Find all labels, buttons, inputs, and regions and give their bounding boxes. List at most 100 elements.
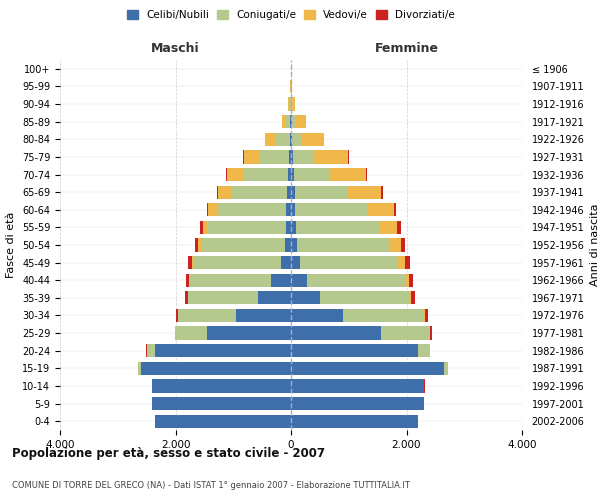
Text: Maschi: Maschi — [151, 42, 200, 54]
Bar — [289, 150, 291, 164]
Bar — [320, 291, 409, 304]
Bar — [291, 344, 418, 358]
Bar — [226, 168, 227, 181]
Bar — [287, 186, 291, 198]
Bar — [152, 397, 291, 410]
Bar — [271, 274, 291, 287]
Bar — [236, 309, 291, 322]
Bar — [286, 115, 290, 128]
Bar — [409, 291, 411, 304]
Bar — [380, 221, 397, 234]
Bar — [155, 344, 291, 358]
Bar — [291, 274, 307, 287]
Bar — [301, 132, 324, 146]
Bar — [293, 150, 314, 164]
Bar — [198, 238, 201, 252]
Bar — [138, 362, 141, 375]
Bar — [244, 150, 260, 164]
Bar — [292, 132, 301, 146]
Bar — [295, 186, 347, 198]
Bar — [290, 132, 291, 146]
Bar — [380, 326, 430, 340]
Bar — [290, 98, 291, 110]
Bar — [206, 203, 208, 216]
Bar — [424, 309, 425, 322]
Bar — [152, 380, 291, 392]
Bar — [292, 98, 295, 110]
Bar — [291, 291, 320, 304]
Bar — [295, 115, 306, 128]
Bar — [291, 362, 444, 375]
Bar — [291, 414, 418, 428]
Bar — [176, 326, 207, 340]
Bar — [281, 256, 291, 269]
Bar — [389, 238, 401, 252]
Bar — [194, 256, 281, 269]
Bar — [430, 326, 431, 340]
Bar — [218, 186, 232, 198]
Bar — [343, 309, 424, 322]
Bar — [203, 221, 208, 234]
Bar — [297, 238, 389, 252]
Bar — [282, 115, 286, 128]
Bar — [291, 115, 292, 128]
Bar — [217, 203, 286, 216]
Bar — [291, 256, 299, 269]
Bar — [208, 203, 217, 216]
Bar — [188, 256, 192, 269]
Bar — [291, 150, 293, 164]
Bar — [232, 186, 287, 198]
Bar — [406, 274, 409, 287]
Bar — [192, 256, 194, 269]
Bar — [425, 309, 428, 322]
Bar — [411, 291, 415, 304]
Bar — [397, 221, 401, 234]
Bar — [260, 150, 289, 164]
Bar — [178, 309, 236, 322]
Bar — [394, 203, 397, 216]
Bar — [418, 344, 430, 358]
Bar — [291, 221, 296, 234]
Bar — [329, 168, 367, 181]
Legend: Celibi/Nubili, Coniugati/e, Vedovi/e, Divorziati/e: Celibi/Nubili, Coniugati/e, Vedovi/e, Di… — [123, 6, 459, 25]
Bar — [291, 397, 424, 410]
Bar — [155, 414, 291, 428]
Bar — [146, 344, 155, 358]
Bar — [368, 203, 394, 216]
Bar — [291, 132, 292, 146]
Y-axis label: Fasce di età: Fasce di età — [7, 212, 16, 278]
Bar — [257, 291, 291, 304]
Bar — [141, 362, 291, 375]
Bar — [265, 132, 275, 146]
Bar — [401, 238, 406, 252]
Text: COMUNE DI TORRE DEL GRECO (NA) - Dati ISTAT 1° gennaio 2007 - Elaborazione TUTTI: COMUNE DI TORRE DEL GRECO (NA) - Dati IS… — [12, 480, 410, 490]
Bar — [296, 221, 380, 234]
Bar — [188, 291, 257, 304]
Bar — [217, 186, 218, 198]
Text: Popolazione per età, sesso e stato civile - 2007: Popolazione per età, sesso e stato civil… — [12, 448, 325, 460]
Bar — [409, 274, 413, 287]
Bar — [295, 203, 368, 216]
Bar — [307, 274, 406, 287]
Bar — [207, 326, 291, 340]
Bar — [347, 186, 382, 198]
Bar — [176, 309, 178, 322]
Bar — [185, 291, 188, 304]
Bar — [275, 132, 290, 146]
Bar — [291, 326, 380, 340]
Bar — [291, 380, 424, 392]
Text: Femmine: Femmine — [374, 42, 439, 54]
Bar — [444, 362, 448, 375]
Bar — [186, 274, 190, 287]
Bar — [200, 221, 203, 234]
Bar — [287, 168, 291, 181]
Bar — [227, 168, 244, 181]
Bar — [286, 221, 291, 234]
Bar — [291, 203, 295, 216]
Bar — [286, 203, 291, 216]
Bar — [382, 186, 383, 198]
Bar — [291, 186, 295, 198]
Bar — [291, 168, 294, 181]
Bar — [244, 168, 287, 181]
Bar — [284, 238, 291, 252]
